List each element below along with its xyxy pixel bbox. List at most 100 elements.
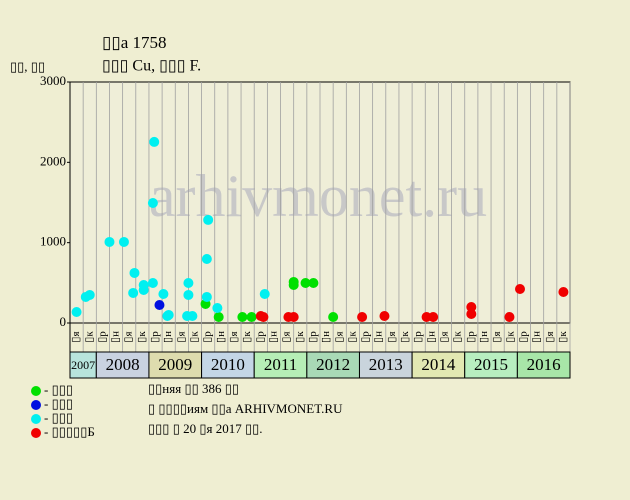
data-point — [138, 284, 149, 295]
data-point — [288, 311, 299, 322]
year-band — [201, 351, 255, 379]
x-tick-label: ▯н — [478, 331, 490, 343]
legend-marker — [31, 400, 41, 410]
data-point — [84, 289, 95, 300]
data-point — [183, 277, 194, 288]
data-point — [187, 311, 198, 322]
year-label: 2010 — [211, 355, 245, 374]
x-tick-label: ▯я — [333, 331, 345, 342]
x-tick-label: ▯н — [110, 331, 122, 343]
x-tick-label: ▯к — [452, 331, 464, 343]
x-tick-label: ▯р — [517, 331, 529, 343]
x-tick-label: ▯я — [544, 331, 556, 342]
data-point — [515, 284, 525, 295]
data-point — [288, 280, 299, 291]
note: ▯ ▯▯▯▯иям ▯▯а ARHIVMONET.RU — [148, 401, 343, 416]
year-band — [464, 351, 518, 379]
x-tick-label: ▯р — [412, 331, 424, 343]
year-label: 2015 — [474, 355, 508, 374]
y-axis-label: ▯▯, ▯▯ — [10, 59, 45, 74]
year-label: 2014 — [421, 355, 456, 374]
note: ▯▯▯ ▯ 20 ▯я 2017 ▯▯. — [148, 421, 263, 436]
x-tick-label: ▯я — [439, 331, 451, 342]
y-tick-label: 1000 — [40, 234, 66, 249]
x-tick-label: ▯к — [504, 331, 516, 343]
x-tick-label: ▯н — [531, 331, 543, 343]
data-point — [258, 311, 269, 322]
data-point — [466, 309, 477, 320]
x-tick-label: ▯р — [360, 331, 372, 343]
x-tick-label: ▯я — [175, 331, 187, 342]
data-point — [201, 253, 212, 264]
data-point — [201, 291, 212, 302]
x-tick-label: ▯к — [557, 331, 569, 343]
x-tick-label: ▯к — [241, 331, 253, 343]
year-label: 2009 — [158, 355, 192, 374]
data-point — [104, 236, 115, 247]
data-point — [147, 197, 158, 208]
note: ▯▯няя ▯▯ 386 ▯▯ — [148, 381, 239, 396]
x-tick-label: ▯я — [70, 331, 82, 342]
data-point — [246, 311, 257, 322]
data-point — [158, 288, 169, 299]
data-point — [428, 311, 439, 322]
x-tick-label: ▯р — [202, 331, 214, 343]
year-band — [358, 351, 413, 379]
data-point — [300, 277, 311, 288]
watermark: arhivmonet.ru — [149, 163, 487, 229]
y-tick-label: 3000 — [40, 73, 66, 88]
chart-title: ▯▯а 1758 — [102, 33, 167, 52]
year-label: 2011 — [264, 355, 297, 374]
legend-label: - ▯▯▯ — [44, 410, 73, 425]
legend-label: - ▯▯▯▯▯Б — [44, 424, 95, 439]
data-point — [212, 302, 223, 313]
legend-label: - ▯▯▯ — [44, 396, 73, 411]
x-tick-label: ▯я — [491, 331, 503, 342]
x-tick-label: ▯р — [307, 331, 319, 343]
year-band — [516, 351, 571, 379]
x-tick-label: ▯р — [96, 331, 108, 343]
data-point — [163, 309, 174, 320]
year-band — [95, 351, 150, 379]
year-label: 2008 — [106, 355, 140, 374]
data-point — [154, 300, 165, 311]
x-tick-label: ▯р — [254, 331, 266, 343]
data-point — [118, 236, 129, 247]
x-tick-label: ▯н — [320, 331, 332, 343]
year-label: 2016 — [527, 355, 561, 374]
x-tick-label: ▯к — [83, 331, 95, 343]
legend-marker — [31, 386, 41, 396]
year-label: 2007 — [71, 358, 95, 372]
y-tick-label: 2000 — [40, 153, 66, 168]
data-point — [147, 277, 158, 288]
x-tick-label: ▯я — [228, 331, 240, 342]
data-point — [558, 286, 569, 297]
x-tick-label: ▯к — [294, 331, 306, 343]
data-point — [128, 287, 139, 298]
year-label: 2012 — [316, 355, 350, 374]
x-tick-label: ▯я — [386, 331, 398, 342]
data-point — [379, 311, 390, 322]
x-tick-label: ▯н — [215, 331, 227, 343]
x-tick-label: ▯к — [399, 331, 411, 343]
data-point — [71, 306, 82, 317]
x-tick-label: ▯р — [149, 331, 161, 343]
data-point — [308, 277, 319, 288]
legend-marker — [31, 414, 41, 424]
x-tick-label: ▯я — [281, 331, 293, 342]
x-tick-label: ▯к — [346, 331, 358, 343]
data-point — [466, 302, 477, 313]
data-point — [328, 311, 339, 322]
x-tick-label: ▯к — [189, 331, 201, 343]
x-tick-label: ▯н — [267, 331, 279, 343]
x-tick-label: ▯я — [123, 331, 135, 342]
chart-subtitle: ▯▯▯ Cu, ▯▯▯ F. — [102, 58, 201, 75]
year-band — [306, 351, 360, 379]
x-tick-label: ▯к — [136, 331, 148, 343]
x-tick-label: ▯р — [465, 331, 477, 343]
data-point — [259, 288, 270, 299]
data-point — [213, 311, 224, 322]
data-point — [203, 214, 214, 225]
